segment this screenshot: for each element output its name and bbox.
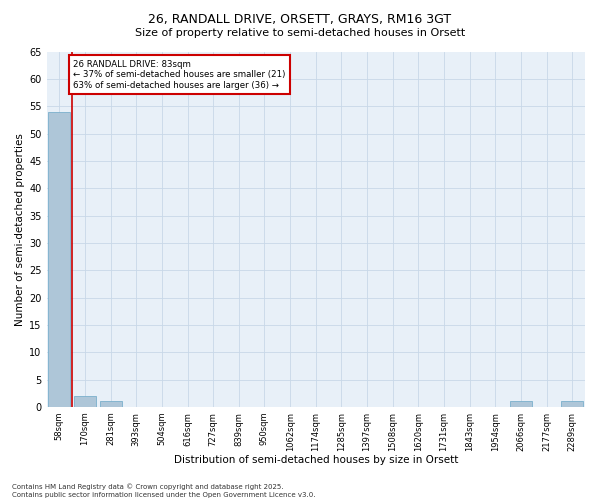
Text: 26 RANDALL DRIVE: 83sqm
← 37% of semi-detached houses are smaller (21)
63% of se: 26 RANDALL DRIVE: 83sqm ← 37% of semi-de… [73,60,286,90]
Bar [100,402,122,407]
Text: 26, RANDALL DRIVE, ORSETT, GRAYS, RM16 3GT: 26, RANDALL DRIVE, ORSETT, GRAYS, RM16 3… [148,12,452,26]
Bar [74,396,96,407]
Text: Contains HM Land Registry data © Crown copyright and database right 2025.
Contai: Contains HM Land Registry data © Crown c… [12,484,316,498]
Bar [510,402,532,407]
Bar [49,112,70,407]
Bar [561,402,583,407]
X-axis label: Distribution of semi-detached houses by size in Orsett: Distribution of semi-detached houses by … [173,455,458,465]
Text: Size of property relative to semi-detached houses in Orsett: Size of property relative to semi-detach… [135,28,465,38]
Y-axis label: Number of semi-detached properties: Number of semi-detached properties [15,132,25,326]
